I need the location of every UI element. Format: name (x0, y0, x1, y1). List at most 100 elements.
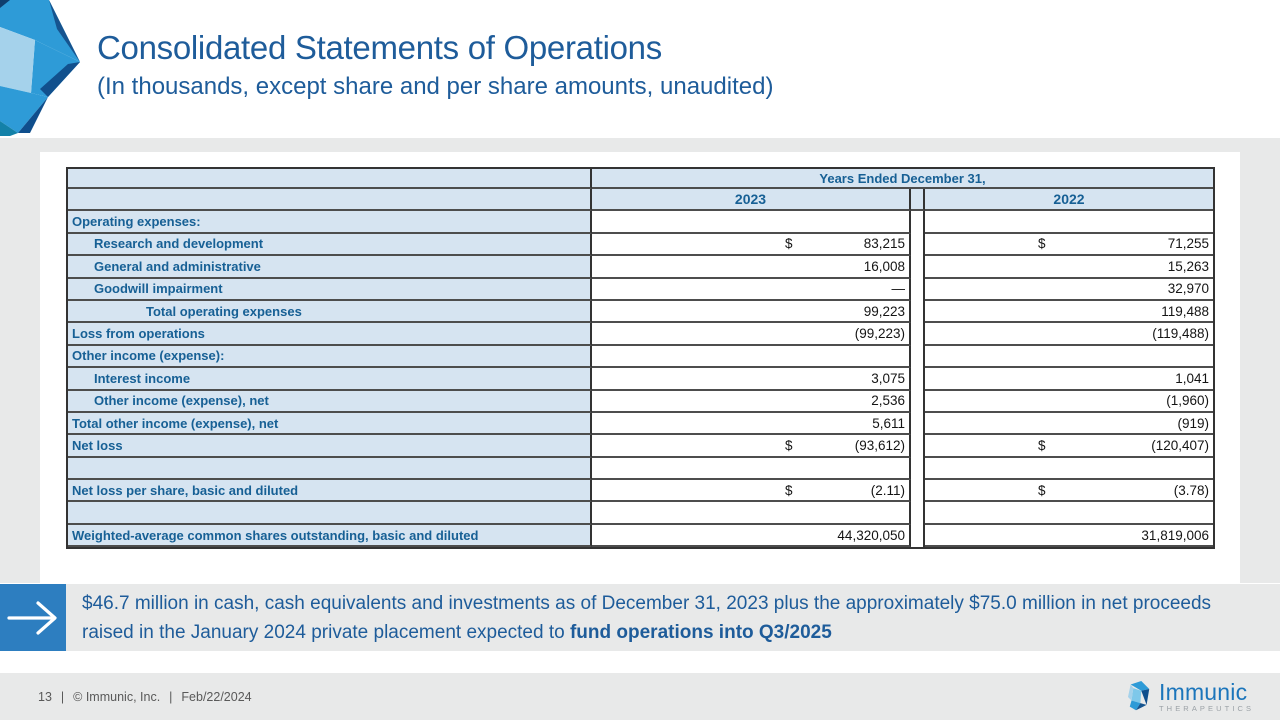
currency-symbol: $ (785, 482, 793, 498)
corner-gem-graphic (0, 0, 80, 136)
table-body: Operating expenses: Research and developm… (68, 211, 1213, 548)
logo-gem-icon (1127, 681, 1150, 711)
footer-date: Feb/22/2024 (181, 689, 252, 704)
value-text: (120,407) (1151, 437, 1209, 453)
value-cell-2022 (925, 457, 1213, 481)
value-text: 83,215 (863, 236, 905, 252)
logo-text: Immunic THERAPEUTICS (1159, 678, 1255, 713)
row-label: Net loss per share, basic and diluted (68, 480, 592, 503)
callout-text-bold: fund operations into Q3/2025 (569, 622, 832, 643)
header-label-cell (68, 189, 592, 212)
column-gap (911, 412, 925, 436)
column-gap (911, 435, 925, 458)
value-cell-2022: $ (3.78) (925, 480, 1213, 503)
row-label: Other income (expense): (68, 345, 592, 369)
value-cell-2022: 119,488 (925, 300, 1213, 324)
column-gap (911, 480, 925, 503)
header-titles: Consolidated Statements of Operations (I… (97, 28, 773, 102)
row-label: Net loss (68, 435, 592, 458)
value-cell-2023 (592, 211, 911, 234)
column-gap (911, 278, 925, 301)
table-row: Other income (expense): (68, 345, 1213, 369)
column-gap (911, 345, 925, 369)
row-label: Interest income (68, 368, 592, 391)
arrow-icon-box (0, 584, 66, 651)
row-label: Total other income (expense), net (68, 412, 592, 436)
table-row: Total other income (expense), net 5,611 (9… (68, 412, 1213, 436)
value-text: 5,611 (872, 415, 905, 431)
value-text: 3,075 (871, 370, 905, 386)
years-ended-header: Years Ended December 31, (592, 169, 1213, 189)
table-row: Other income (expense), net 2,536 (1,960) (68, 390, 1213, 413)
column-gap (911, 233, 925, 257)
value-text: 31,819,006 (1141, 527, 1209, 543)
currency-symbol: $ (1038, 236, 1046, 252)
callout-text-regular: $46.7 million in cash, cash equivalents … (82, 593, 1212, 643)
value-text: 32,970 (1167, 281, 1209, 297)
row-label: Weighted-average common shares outstandi… (68, 524, 592, 548)
footer: 13 | © Immunic, Inc. | Feb/22/2024 Immun… (0, 673, 1280, 720)
row-label: Research and development (68, 233, 592, 257)
right-arrow-icon (7, 600, 57, 635)
row-label: Loss from operations (68, 323, 592, 346)
row-label: Operating expenses: (68, 211, 592, 234)
column-gap (911, 211, 925, 234)
table-row: Loss from operations (99,223) (119,488) (68, 323, 1213, 346)
value-text: 71,255 (1167, 236, 1209, 252)
column-gap (911, 368, 925, 391)
value-cell-2023 (592, 457, 911, 481)
table-row: General and administrative 16,008 15,263 (68, 256, 1213, 279)
row-label: Goodwill impairment (68, 278, 592, 301)
value-cell-2023: $83,215 (592, 233, 911, 257)
page-title: Consolidated Statements of Operations (97, 29, 662, 66)
table-row (68, 502, 1213, 525)
value-cell-2023: 99,223 (592, 300, 911, 324)
value-cell-2022: (119,488) (925, 323, 1213, 346)
value-text: 44,320,050 (837, 527, 905, 543)
value-cell-2023: 5,611 (592, 412, 911, 436)
value-cell-2023: — (592, 278, 911, 301)
table-row: Net loss $ (93,612) $ (120,407) (68, 435, 1213, 458)
copyright-text: © Immunic, Inc. (73, 689, 161, 704)
column-gap (911, 256, 925, 279)
logo-name: Immunic (1159, 678, 1248, 705)
value-cell-2022: 1,041 (925, 368, 1213, 391)
value-cell-2023: 2,536 (592, 390, 911, 413)
value-cell-2022 (925, 345, 1213, 369)
value-cell-2022 (925, 502, 1213, 525)
value-cell-2023: 16,008 (592, 256, 911, 279)
value-cell-2023 (592, 345, 911, 369)
row-label (68, 502, 592, 525)
row-label: General and administrative (68, 256, 592, 279)
table-row: Research and development $83,215 $71,255 (68, 233, 1213, 257)
value-cell-2022: 15,263 (925, 256, 1213, 279)
table-row: Operating expenses: (68, 211, 1213, 234)
value-cell-2023: 3,075 (592, 368, 911, 391)
currency-symbol: $ (1038, 482, 1046, 498)
currency-symbol: $ (1038, 437, 1046, 453)
table-row: Net loss per share, basic and diluted $ (2… (68, 480, 1213, 503)
financial-table: Years Ended December 31, 2023 2022 Opera… (66, 167, 1215, 550)
value-text: 2,536 (871, 393, 905, 409)
value-cell-2023: $ (2.11) (592, 480, 911, 503)
callout-text: $46.7 million in cash, cash equivalents … (66, 584, 1246, 651)
value-cell-2022: 31,819,006 (925, 524, 1213, 548)
column-gap (911, 300, 925, 324)
value-cell-2023: $ (93,612) (592, 435, 911, 458)
value-cell-2023: (99,223) (592, 323, 911, 346)
value-text: (2.11) (870, 482, 905, 498)
column-gap (911, 457, 925, 481)
value-text: 16,008 (863, 258, 905, 274)
column-header-2023: 2023 (592, 189, 911, 212)
value-text: (919) (1177, 415, 1209, 431)
page-number: 13 (38, 689, 52, 704)
logo-subtitle: THERAPEUTICS (1159, 703, 1255, 713)
table-header-row-years: 2023 2022 (68, 189, 1213, 212)
table-row: Interest income 3,075 1,041 (68, 368, 1213, 391)
value-cell-2022: (919) (925, 412, 1213, 436)
value-text: (93,612) (854, 437, 905, 453)
value-text: 1,041 (1175, 370, 1209, 386)
column-gap (911, 189, 925, 212)
value-cell-2022: $ (120,407) (925, 435, 1213, 458)
